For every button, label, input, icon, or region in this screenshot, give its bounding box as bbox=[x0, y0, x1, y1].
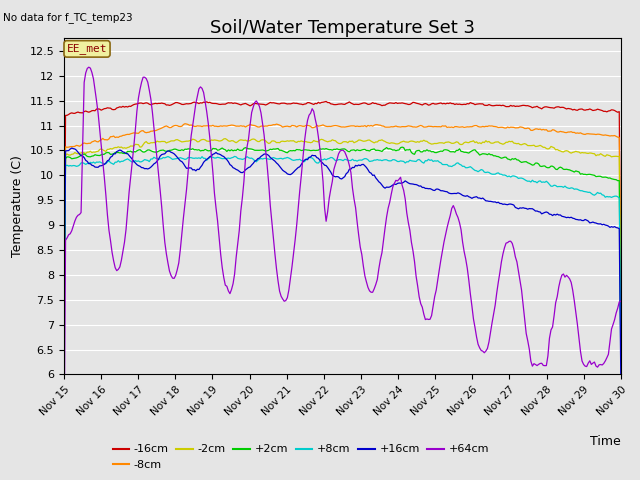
Line: +2cm: +2cm bbox=[64, 147, 621, 345]
-16cm bbox=[254, 101, 262, 107]
Line: +8cm: +8cm bbox=[64, 156, 621, 357]
-8cm bbox=[60, 320, 68, 325]
-8cm bbox=[129, 131, 136, 136]
-16cm bbox=[323, 98, 330, 104]
+8cm bbox=[588, 191, 595, 196]
Line: +16cm: +16cm bbox=[64, 148, 621, 377]
-16cm bbox=[617, 296, 625, 301]
Text: EE_met: EE_met bbox=[67, 44, 108, 54]
+2cm bbox=[129, 149, 136, 155]
+16cm bbox=[305, 155, 313, 160]
-16cm bbox=[129, 103, 136, 108]
Line: -8cm: -8cm bbox=[64, 124, 621, 323]
-16cm bbox=[588, 107, 595, 112]
+64cm bbox=[617, 298, 625, 304]
+64cm bbox=[85, 64, 93, 70]
+16cm bbox=[255, 155, 263, 161]
+2cm bbox=[398, 144, 406, 150]
Line: -16cm: -16cm bbox=[64, 101, 621, 301]
+8cm bbox=[246, 156, 254, 161]
-2cm bbox=[255, 139, 263, 144]
+8cm bbox=[617, 354, 625, 360]
-2cm bbox=[60, 324, 68, 330]
-8cm bbox=[228, 122, 236, 128]
+8cm bbox=[60, 331, 68, 337]
+64cm bbox=[255, 104, 263, 109]
-16cm bbox=[226, 100, 234, 106]
Line: -2cm: -2cm bbox=[64, 139, 621, 329]
-2cm bbox=[228, 138, 236, 144]
+8cm bbox=[255, 156, 263, 162]
-2cm bbox=[221, 136, 229, 142]
Line: +64cm: +64cm bbox=[64, 67, 621, 457]
+64cm bbox=[305, 112, 313, 118]
+16cm bbox=[588, 220, 595, 226]
+16cm bbox=[68, 145, 76, 151]
Y-axis label: Temperature (C): Temperature (C) bbox=[11, 156, 24, 257]
+2cm bbox=[303, 147, 311, 153]
-8cm bbox=[181, 121, 189, 127]
-8cm bbox=[255, 124, 263, 130]
-2cm bbox=[129, 143, 136, 149]
+8cm bbox=[305, 154, 313, 160]
-16cm bbox=[244, 102, 252, 108]
-2cm bbox=[617, 326, 625, 332]
-2cm bbox=[246, 138, 254, 144]
-8cm bbox=[617, 313, 625, 319]
+16cm bbox=[617, 374, 625, 380]
+2cm bbox=[226, 148, 234, 154]
+16cm bbox=[228, 163, 236, 168]
+64cm bbox=[130, 144, 138, 149]
+2cm bbox=[244, 146, 252, 152]
+16cm bbox=[130, 158, 138, 164]
+64cm bbox=[228, 287, 236, 292]
+16cm bbox=[60, 322, 68, 327]
-8cm bbox=[588, 131, 595, 137]
+2cm bbox=[617, 342, 625, 348]
-2cm bbox=[305, 139, 313, 145]
+2cm bbox=[588, 172, 595, 178]
+64cm bbox=[588, 361, 595, 367]
+64cm bbox=[60, 455, 68, 460]
+8cm bbox=[129, 159, 136, 165]
Text: No data for f_TC_temp23: No data for f_TC_temp23 bbox=[3, 12, 133, 23]
+8cm bbox=[231, 154, 239, 159]
+16cm bbox=[246, 164, 254, 170]
+8cm bbox=[226, 156, 234, 161]
Legend: -16cm, -8cm, -2cm, +2cm, +8cm, +16cm, +64cm: -16cm, -8cm, -2cm, +2cm, +8cm, +16cm, +6… bbox=[108, 440, 493, 474]
-8cm bbox=[305, 123, 313, 129]
Text: Time: Time bbox=[590, 435, 621, 448]
+2cm bbox=[60, 327, 68, 333]
+64cm bbox=[246, 122, 254, 128]
+2cm bbox=[254, 147, 262, 153]
-2cm bbox=[588, 150, 595, 156]
-8cm bbox=[246, 121, 254, 127]
-16cm bbox=[60, 298, 68, 304]
-16cm bbox=[303, 100, 311, 106]
Title: Soil/Water Temperature Set 3: Soil/Water Temperature Set 3 bbox=[210, 19, 475, 37]
